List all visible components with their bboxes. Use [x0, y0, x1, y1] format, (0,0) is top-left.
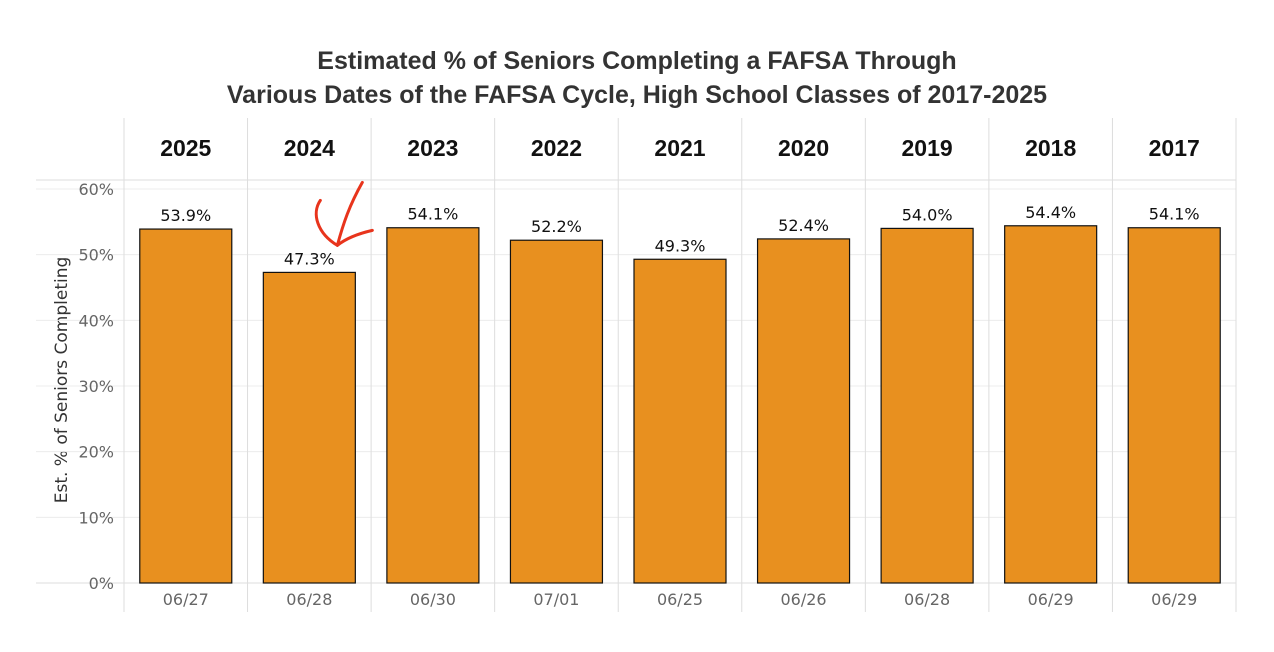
y-axis-label: Est. % of Seniors Completing [52, 257, 72, 504]
year-header: 2019 [902, 135, 953, 161]
data-label: 53.9% [160, 206, 211, 225]
year-header: 2022 [531, 135, 582, 161]
date-label: 06/28 [904, 590, 950, 609]
y-axis-ticks: 0% 10% 20% 30% 40% 50% 60% [78, 180, 114, 593]
date-label: 06/29 [1151, 590, 1197, 609]
date-label: 06/29 [1028, 590, 1074, 609]
y-tick-label: 0% [89, 574, 114, 593]
date-label: 06/28 [286, 590, 332, 609]
year-header: 2023 [407, 135, 458, 161]
bar-2021 [633, 258, 727, 584]
bar-2023 [386, 227, 480, 584]
date-label: 06/30 [410, 590, 456, 609]
y-tick-label: 60% [78, 180, 114, 199]
date-label: 06/27 [163, 590, 209, 609]
year-header: 2018 [1025, 135, 1076, 161]
data-label: 54.4% [1025, 203, 1076, 222]
date-label: 06/26 [781, 590, 827, 609]
year-header: 2025 [160, 135, 211, 161]
year-header: 2021 [654, 135, 705, 161]
bar-2025 [139, 228, 233, 584]
data-label: 54.1% [407, 205, 458, 224]
y-tick-label: 10% [78, 508, 114, 527]
year-headers: 2025 2024 2023 2022 2021 2020 2019 2018 2017 [160, 135, 1200, 161]
chart-subtitle: Various Dates of the FAFSA Cycle, High S… [227, 81, 1047, 109]
data-label: 54.0% [902, 205, 953, 224]
data-label: 52.2% [531, 217, 582, 236]
data-label: 54.1% [1149, 205, 1200, 224]
bars [139, 225, 1221, 584]
year-header: 2020 [778, 135, 829, 161]
bar-2024 [262, 271, 356, 584]
date-label: 07/01 [533, 590, 579, 609]
y-tick-label: 40% [78, 311, 114, 330]
year-header: 2024 [284, 135, 335, 161]
annotations [314, 180, 374, 247]
data-label: 52.4% [778, 216, 829, 235]
bar-2019 [880, 227, 974, 584]
check-mark-annotation [314, 180, 374, 247]
value-labels: 53.9% 47.3% 54.1% 52.2% 49.3% 52.4% 54.0% 54.4%… [160, 203, 1199, 269]
date-labels: 06/27 06/28 06/30 07/01 06/25 06/26 06/28 06/29… [163, 590, 1198, 609]
data-label: 49.3% [655, 236, 706, 255]
chart-title: Estimated % of Seniors Completing a FAFS… [317, 47, 956, 75]
date-label: 06/25 [657, 590, 703, 609]
y-tick-label: 20% [78, 443, 114, 462]
bar-2017 [1127, 227, 1221, 584]
bar-2020 [756, 238, 851, 584]
year-header: 2017 [1149, 135, 1200, 161]
bar-2022 [509, 239, 604, 584]
bar-2018 [1004, 225, 1098, 584]
data-label: 47.3% [284, 249, 335, 268]
y-tick-label: 50% [78, 246, 114, 265]
y-tick-label: 30% [78, 377, 114, 396]
